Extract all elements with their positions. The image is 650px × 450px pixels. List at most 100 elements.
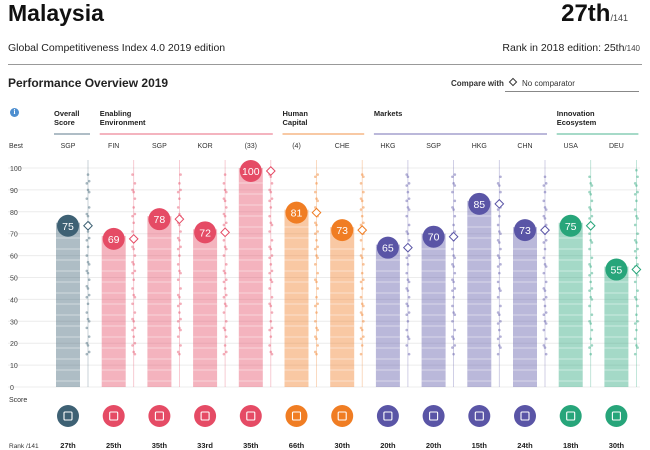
distribution-dot [406, 320, 410, 323]
best-economy-label: SGP [61, 143, 76, 150]
distribution-dot [542, 271, 546, 275]
distribution-dot [359, 280, 363, 284]
distribution-dot [178, 223, 181, 227]
previous-rank-of: /140 [624, 44, 640, 53]
distribution-dot [86, 230, 90, 233]
score-circle [148, 208, 171, 231]
icon-glyph [63, 411, 73, 421]
distribution-dot [405, 313, 409, 317]
distribution-dot [407, 352, 411, 356]
distribution-dot [543, 263, 547, 266]
distribution-dot [131, 317, 134, 321]
distribution-dot [268, 230, 271, 233]
distribution-dot [225, 293, 228, 297]
distribution-dot [132, 335, 135, 338]
distribution-dot [316, 230, 320, 233]
score-bar [193, 229, 218, 387]
group-label: Overall [54, 109, 79, 118]
distribution-dot [176, 293, 180, 297]
rank-value: 33rd [197, 441, 213, 450]
distribution-dot [588, 263, 591, 266]
distribution-dot [359, 182, 363, 185]
bar-group: (33) 100 35th [238, 143, 276, 450]
score-circle [331, 219, 354, 242]
distribution-dot [362, 320, 365, 323]
comparator-select[interactable]: No comparator [508, 77, 575, 88]
distribution-dot [178, 238, 181, 242]
distribution-dot [222, 280, 226, 284]
best-economy-label: HKG [380, 143, 395, 150]
score-circle [57, 214, 79, 237]
best-economy-label: (33) [245, 143, 257, 150]
group-label: Capital [283, 118, 308, 127]
distribution-dot [589, 352, 592, 356]
distribution-dot [407, 254, 411, 257]
distribution-dot [453, 271, 457, 275]
distribution-dot [176, 236, 180, 240]
distribution-dot [85, 197, 89, 200]
bar-group: SGP 75 27th [56, 143, 93, 450]
distribution-dot [360, 271, 364, 275]
distribution-dot [496, 208, 500, 211]
score-value: 100 [242, 166, 260, 178]
distribution-dot [360, 328, 364, 332]
distribution-dot [499, 304, 502, 308]
comparator-value: No comparator [522, 79, 575, 88]
group-label: Markets [374, 109, 402, 118]
distribution-dot [270, 238, 274, 242]
distribution-dot [451, 289, 454, 292]
distribution-dot [633, 280, 637, 284]
distribution-dot [544, 208, 548, 211]
distribution-dot [452, 295, 455, 299]
country-title: Malaysia [8, 0, 104, 26]
distribution-dot [543, 175, 547, 179]
distribution-dot [87, 320, 91, 323]
distribution-dot [268, 256, 271, 260]
distribution-dot [178, 254, 181, 257]
distribution-dot [633, 295, 637, 299]
best-economy-label: SGP [426, 143, 441, 150]
distribution-dot [633, 322, 637, 325]
distribution-dot [405, 344, 409, 347]
rank-value: 66th [289, 441, 305, 450]
distribution-dot [543, 289, 547, 292]
distribution-dot [269, 221, 273, 225]
innovation-bulb-icon [605, 405, 628, 427]
distribution-dot [542, 344, 546, 347]
info-icon[interactable]: i [10, 108, 19, 117]
distribution-dot [268, 188, 271, 192]
distribution-dot [131, 271, 134, 275]
distribution-dot [315, 352, 318, 356]
distribution-dot [589, 337, 592, 341]
rank-value: 35th [243, 441, 259, 450]
distribution-dot [590, 328, 594, 332]
distribution-dot [407, 208, 411, 211]
distribution-dot [359, 223, 363, 227]
distribution-dot [453, 214, 457, 218]
distribution-dot [359, 326, 363, 330]
best-economy-label: CHE [335, 143, 350, 150]
country-marker-diamond [402, 242, 413, 253]
distribution-dot [314, 247, 317, 251]
distribution-dot [498, 271, 501, 275]
bar-group: SGP 70 20th [421, 143, 459, 450]
distribution-dot [453, 199, 457, 203]
labour-people-icon [422, 405, 445, 427]
distribution-dot [362, 221, 365, 225]
distribution-dot [636, 320, 639, 323]
distribution-dot [590, 344, 594, 347]
distribution-dot [499, 320, 502, 323]
distribution-dot [132, 278, 135, 281]
distribution-dot [636, 289, 639, 292]
distribution-dot [223, 245, 227, 249]
distribution-dot [178, 197, 181, 200]
distribution-dot [132, 206, 135, 209]
distribution-dot [133, 182, 137, 185]
distribution-dot [542, 298, 546, 301]
distribution-dot [362, 278, 365, 281]
score-value: 73 [336, 225, 348, 237]
y-tick-label: 40 [10, 297, 18, 304]
distribution-dot [636, 217, 639, 220]
distribution-dot [451, 320, 454, 323]
score-value: 69 [108, 234, 120, 246]
